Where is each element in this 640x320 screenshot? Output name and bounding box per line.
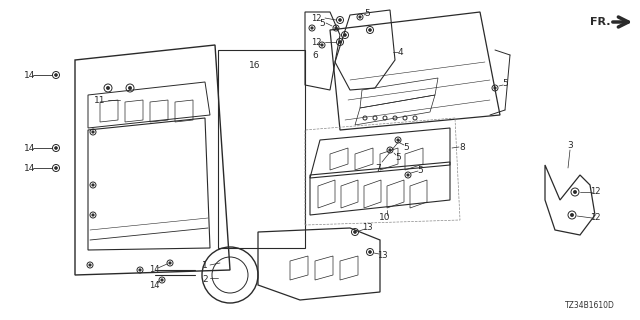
Circle shape bbox=[573, 190, 577, 194]
Circle shape bbox=[54, 74, 58, 76]
Text: 2: 2 bbox=[202, 276, 208, 284]
Text: 5: 5 bbox=[364, 9, 370, 18]
Text: 8: 8 bbox=[459, 142, 465, 151]
Circle shape bbox=[369, 251, 371, 253]
Text: 14: 14 bbox=[148, 281, 159, 290]
Circle shape bbox=[92, 131, 94, 133]
Circle shape bbox=[321, 44, 323, 46]
Text: 13: 13 bbox=[362, 223, 372, 233]
Circle shape bbox=[494, 87, 496, 89]
Circle shape bbox=[335, 27, 337, 29]
Circle shape bbox=[161, 279, 163, 281]
Circle shape bbox=[129, 86, 132, 90]
Text: 12: 12 bbox=[589, 213, 600, 222]
Text: 3: 3 bbox=[567, 140, 573, 149]
Circle shape bbox=[397, 139, 399, 141]
Text: 5: 5 bbox=[319, 19, 325, 28]
Circle shape bbox=[92, 214, 94, 216]
Circle shape bbox=[344, 34, 346, 36]
Circle shape bbox=[354, 231, 356, 233]
Text: 14: 14 bbox=[148, 266, 159, 275]
Text: 12: 12 bbox=[589, 188, 600, 196]
Text: 11: 11 bbox=[94, 95, 106, 105]
Text: 12: 12 bbox=[311, 13, 321, 22]
Text: TZ34B1610D: TZ34B1610D bbox=[565, 300, 615, 309]
Text: 6: 6 bbox=[312, 51, 318, 60]
Text: 5: 5 bbox=[395, 153, 401, 162]
Circle shape bbox=[54, 147, 58, 149]
Text: 16: 16 bbox=[249, 60, 260, 69]
Text: 5: 5 bbox=[502, 78, 508, 87]
Text: FR.: FR. bbox=[589, 17, 611, 27]
Text: 5: 5 bbox=[417, 165, 423, 174]
Text: 4: 4 bbox=[397, 47, 403, 57]
Text: 12: 12 bbox=[311, 37, 321, 46]
Text: 14: 14 bbox=[24, 143, 36, 153]
Text: 7: 7 bbox=[375, 164, 381, 172]
Text: 10: 10 bbox=[380, 213, 391, 222]
Text: 14: 14 bbox=[24, 164, 36, 172]
Circle shape bbox=[106, 86, 109, 90]
Circle shape bbox=[407, 174, 409, 176]
Circle shape bbox=[169, 262, 172, 264]
Circle shape bbox=[311, 27, 313, 29]
Text: 14: 14 bbox=[24, 70, 36, 79]
Circle shape bbox=[359, 16, 361, 18]
Circle shape bbox=[89, 264, 92, 266]
Circle shape bbox=[369, 28, 371, 31]
Circle shape bbox=[339, 19, 341, 21]
Circle shape bbox=[92, 184, 94, 186]
Circle shape bbox=[388, 149, 391, 151]
Text: 1: 1 bbox=[202, 260, 208, 269]
Text: 5: 5 bbox=[403, 142, 409, 151]
Circle shape bbox=[54, 167, 58, 169]
Text: 13: 13 bbox=[377, 251, 387, 260]
Circle shape bbox=[570, 213, 573, 217]
Circle shape bbox=[139, 269, 141, 271]
Circle shape bbox=[339, 41, 341, 44]
